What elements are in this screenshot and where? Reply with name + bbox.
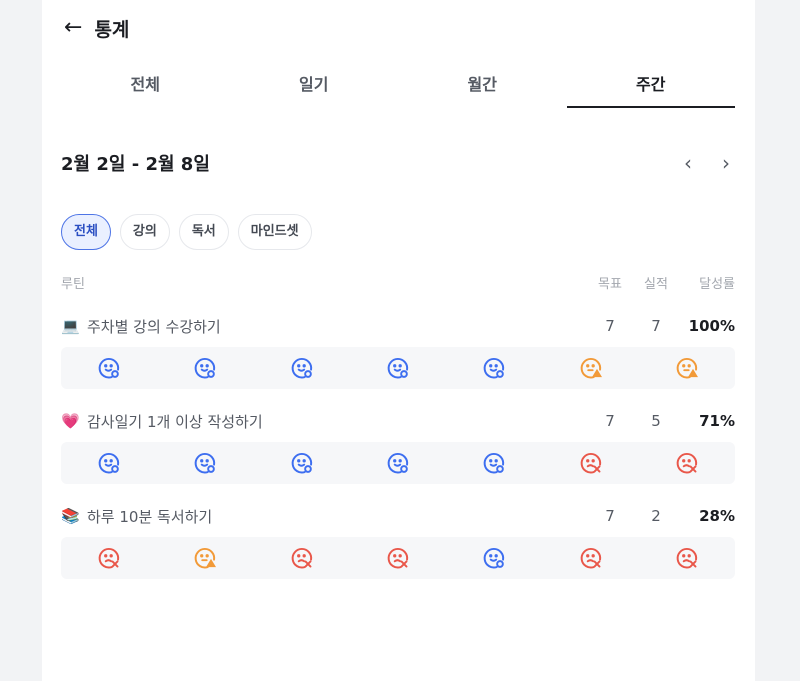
routine-emoji: 💻 <box>61 317 80 335</box>
chevron-left-icon[interactable]: ‹ <box>684 151 692 175</box>
routine-name: 감사일기 1개 이상 작성하기 <box>87 412 263 431</box>
success-face-icon[interactable] <box>61 356 157 380</box>
success-face-icon[interactable] <box>350 356 446 380</box>
filter-chip[interactable]: 독서 <box>178 214 229 250</box>
success-face-icon[interactable] <box>446 546 542 570</box>
actual-value: 7 <box>651 317 661 335</box>
col-rate: 달성률 <box>699 277 735 292</box>
col-actual: 실적 <box>644 277 668 292</box>
filter-chip[interactable]: 마인드셋 <box>237 214 312 250</box>
filter-chip[interactable]: 전체 <box>61 214 111 250</box>
fail-face-icon[interactable] <box>639 451 735 475</box>
category-filter: 전체 강의 독서 마인드셋 <box>61 214 312 250</box>
success-face-icon[interactable] <box>61 451 157 475</box>
fail-face-icon[interactable] <box>542 451 638 475</box>
routine-emoji: 📚 <box>61 507 80 525</box>
success-face-icon[interactable] <box>446 356 542 380</box>
success-face-icon[interactable] <box>446 451 542 475</box>
routine-row: 📚 하루 10분 독서하기 7 2 28% <box>61 503 735 579</box>
header: ← 통계 <box>64 14 129 42</box>
partial-face-icon[interactable] <box>542 356 638 380</box>
col-routine: 루틴 <box>61 277 85 292</box>
stats-card: ← 통계 전체 일기 월간 주간 2월 2일 - 2월 8일 ‹ › 전체 강의 독서 마인… <box>42 0 755 681</box>
actual-value: 2 <box>651 507 661 525</box>
rate-value: 71% <box>699 412 735 430</box>
routine-name: 하루 10분 독서하기 <box>87 507 213 526</box>
filter-chip[interactable]: 강의 <box>119 214 170 250</box>
tab-1[interactable]: 일기 <box>299 75 329 94</box>
arrow-left-icon[interactable]: ← <box>64 15 83 40</box>
day-status-strip <box>61 347 735 389</box>
date-range: 2월 2일 - 2월 8일 <box>61 154 210 175</box>
success-face-icon[interactable] <box>350 451 446 475</box>
rate-value: 28% <box>699 507 735 525</box>
fail-face-icon[interactable] <box>350 546 446 570</box>
period-tabs: 전체 일기 월간 주간 <box>61 66 735 108</box>
column-header: 루틴 목표 실적 달성률 <box>61 273 735 292</box>
goal-value: 7 <box>605 507 615 525</box>
tab-3[interactable]: 주간 <box>566 66 735 108</box>
routine-emoji: 💗 <box>61 412 80 430</box>
success-face-icon[interactable] <box>157 356 253 380</box>
partial-face-icon[interactable] <box>157 546 253 570</box>
routine-row: 💻 주차별 강의 수강하기 7 7 100% <box>61 313 735 389</box>
goal-value: 7 <box>605 317 615 335</box>
success-face-icon[interactable] <box>157 451 253 475</box>
actual-value: 5 <box>651 412 661 430</box>
page-title: 통계 <box>94 18 130 41</box>
day-status-strip <box>61 442 735 484</box>
fail-face-icon[interactable] <box>254 546 350 570</box>
goal-value: 7 <box>605 412 615 430</box>
fail-face-icon[interactable] <box>61 546 157 570</box>
col-goal: 목표 <box>598 277 622 292</box>
success-face-icon[interactable] <box>254 356 350 380</box>
routine-row: 💗 감사일기 1개 이상 작성하기 7 5 71% <box>61 408 735 484</box>
day-status-strip <box>61 537 735 579</box>
partial-face-icon[interactable] <box>639 356 735 380</box>
fail-face-icon[interactable] <box>542 546 638 570</box>
tab-2[interactable]: 월간 <box>467 75 497 94</box>
fail-face-icon[interactable] <box>639 546 735 570</box>
routine-name: 주차별 강의 수강하기 <box>87 317 221 336</box>
rate-value: 100% <box>688 317 735 335</box>
chevron-right-icon[interactable]: › <box>722 151 730 175</box>
tab-0[interactable]: 전체 <box>130 75 160 94</box>
success-face-icon[interactable] <box>254 451 350 475</box>
